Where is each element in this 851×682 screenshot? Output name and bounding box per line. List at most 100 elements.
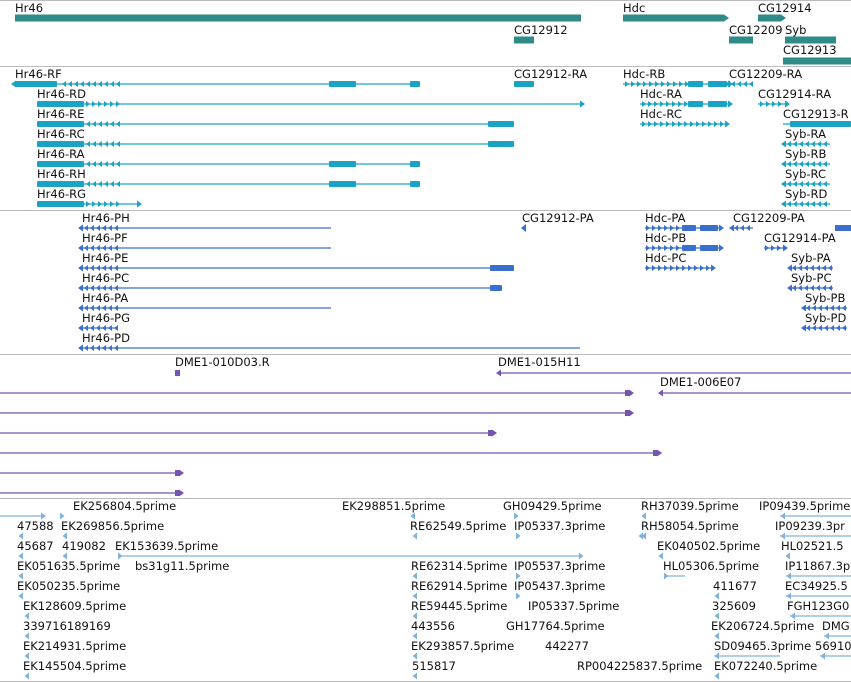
transcript-hdc-rc-arrow (660, 121, 664, 127)
transcript-hdc-rc-arrow (690, 121, 694, 127)
protein-syb-0 (787, 264, 833, 272)
protein-cg12209-pa-arrow (746, 225, 750, 231)
clone-read-4-end (179, 469, 184, 477)
protein-cg12912-pa (521, 224, 526, 232)
protein-cg12914-pa-arrow (777, 245, 781, 251)
protein-hdc-pb-arrow (664, 245, 668, 251)
protein-hr46-pc-arrow (96, 285, 100, 291)
protein-hr46-pe-exon (490, 265, 514, 271)
protein-hdc-pc (645, 264, 716, 272)
clone-read-5-end (179, 489, 184, 497)
gene-label-syb: Syb (785, 23, 806, 37)
clone-read-1-end (629, 409, 634, 417)
protein-syb-1-label: Syb-PC (791, 271, 832, 285)
est-extra-2 (579, 552, 584, 560)
protein-hdc-pb-arrow (652, 245, 656, 251)
est-21-mark (786, 572, 791, 580)
transcript-hr46-rf-arrow (110, 81, 114, 87)
transcript-syb-1-arrow (805, 161, 809, 167)
transcript-hdc-rb-arrow (679, 81, 683, 87)
transcript-hr46-re-arrow (110, 121, 114, 127)
protein-cg12209-pa-end (729, 224, 734, 232)
est-19-label: IP05537.3prime (514, 559, 605, 573)
transcript-hdc-rc-arrow (678, 121, 682, 127)
est-1-mark (410, 512, 415, 520)
protein-hr46-pd-arrow (84, 345, 88, 351)
protein-syb-2 (801, 304, 847, 312)
protein-cg12914-pa-end (783, 244, 788, 252)
est-0-label: EK256804.5prime (73, 499, 176, 513)
protein-hdc-pc-arrow (670, 265, 674, 271)
protein-hr46-pc-label: Hr46-PC (82, 271, 129, 285)
est-20-mark (664, 572, 669, 580)
transcript-hdc-rb-label: Hdc-RB (623, 67, 665, 81)
transcript-syb-2-label: Syb-RC (785, 167, 826, 181)
protein-cg12209-pa-label: CG12209-PA (733, 211, 805, 225)
protein-hr46-pa-arrow (102, 305, 106, 311)
clone-read-5-end (175, 490, 180, 496)
clone-read-3-end (653, 450, 658, 456)
transcript-hdc-rb-arrow (625, 81, 629, 87)
transcript-hr46-rf-exon (410, 81, 420, 87)
protein-hdc-pc-arrow (700, 265, 704, 271)
transcript-hr46-rc-exon (37, 141, 84, 147)
transcript-syb-2-arrow (817, 181, 821, 187)
est-32-mark (24, 632, 29, 640)
transcript-hr46-ra-arrow (92, 161, 96, 167)
protein-hr46-pe-label: Hr46-PE (82, 251, 128, 265)
protein-syb-3-label: Syb-PD (805, 311, 846, 325)
transcript-syb-1-arrow (799, 161, 803, 167)
transcript-hr46-rh-arrow (116, 181, 120, 187)
est-45-label: EK072240.5prime (714, 659, 817, 673)
protein-syb-1 (787, 284, 833, 292)
transcript-hdc-rc (640, 120, 730, 128)
transcript-syb-3 (781, 200, 830, 208)
protein-hr46-ph-arrow (84, 225, 88, 231)
protein-hr46-pd-arrow (114, 345, 118, 351)
protein-cg12914-pa-arrow (771, 245, 775, 251)
protein-hr46-pg-arrow (102, 325, 106, 331)
transcript-hr46-rg-exon (37, 201, 84, 207)
protein-cg12914-pa-arrow (765, 245, 769, 251)
transcript-hdc-ra-exon (688, 101, 703, 107)
protein-hdc-pc-arrow (682, 265, 686, 271)
protein-hr46-ph-label: Hr46-PH (82, 211, 130, 225)
protein-cg12912-pa-label: CG12912-PA (522, 211, 594, 225)
protein-syb-3-arrow (842, 325, 846, 331)
gene-bar-cg12914 (758, 14, 786, 22)
est-31-mark (790, 612, 795, 620)
est-9-mark (641, 532, 646, 540)
est-14-mark (658, 552, 663, 560)
protein-syb-3-arrow (824, 325, 828, 331)
est-10-label: IP09239.3pr (775, 519, 845, 533)
est-5-label: 47588 (17, 519, 54, 533)
est-extra-0 (0, 512, 46, 520)
est-42-mark (24, 672, 29, 680)
clone-dme1-006e07-end (658, 389, 663, 397)
protein-hdc-pa-arrow (670, 225, 674, 231)
protein-hdc-pa-end (719, 224, 724, 232)
transcript-syb-1-arrow (817, 161, 821, 167)
est-33-label: 443556 (411, 619, 455, 633)
protein-hr46-pe (78, 264, 514, 272)
transcript-hdc-ra-arrow (684, 101, 688, 107)
protein-hr46-pf-label: Hr46-PF (82, 231, 128, 245)
transcript-hr46-re-arrow (92, 121, 96, 127)
transcript-hdc-rc-arrow (642, 121, 646, 127)
transcript-hdc-rb-exon (708, 81, 727, 87)
transcript-hdc-rc-end (725, 120, 730, 128)
transcript-syb-2-arrow (799, 181, 803, 187)
protein-hdc-pc-arrow (658, 265, 662, 271)
transcript-syb-0-arrow (823, 141, 827, 147)
protein-syb-2-arrow (806, 305, 810, 311)
est-42-label: EK145504.5prime (23, 659, 126, 673)
clone-read-3 (0, 449, 662, 457)
gene-bar-hr46 (15, 14, 581, 22)
est-38-label: EK293857.5prime (411, 639, 514, 653)
protein-syb-0-arrow (804, 265, 808, 271)
transcript-hr46-rh-arrow (92, 181, 96, 187)
transcript-hr46-rh-arrow (98, 181, 102, 187)
protein-hdc-pc-label: Hdc-PC (645, 251, 686, 265)
clone-read-4 (0, 469, 184, 477)
transcript-hr46-rd (37, 100, 585, 108)
